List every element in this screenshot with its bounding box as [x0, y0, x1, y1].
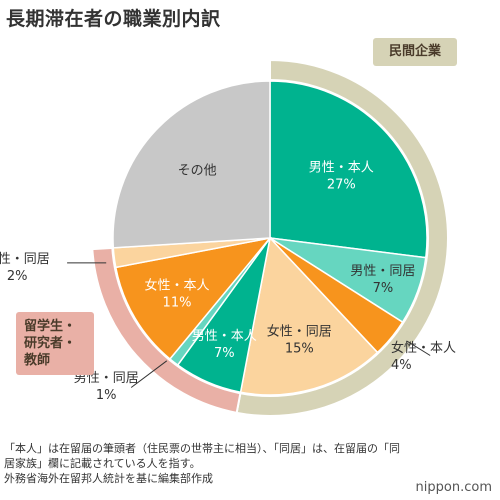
leader-lines	[67, 262, 431, 388]
callout-study-research-teach: 留学生・ 研究者・ 教師	[16, 312, 94, 375]
leader-line-3	[406, 340, 431, 356]
footnote-line-1: 「本人」は在留届の筆頭者（住民票の世帯主に相当）、「同居」は、在留届の「同	[4, 442, 400, 455]
callout-private-sector: 民間企業	[373, 38, 457, 66]
callout-study-line-2: 研究者・	[24, 336, 77, 351]
pie-slice-1	[269, 80, 428, 259]
pie-slice-7	[114, 236, 272, 361]
slice-label-2-name: 男性・同居	[350, 264, 415, 279]
slice-label-3-name: 女性・本人	[391, 340, 456, 356]
slice-label-3-percent: 4%	[391, 358, 412, 373]
slice-label-9-name: その他	[178, 164, 217, 179]
pie-slice-4	[239, 236, 379, 396]
slice-label-4-percent: 15%	[285, 341, 314, 356]
slice-label-5-name: 男性・本人	[192, 329, 257, 344]
slice-label-8-name: 女性・同居	[0, 251, 50, 267]
footnote: 「本人」は在留届の筆頭者（住民票の世帯主に相当）、「同居」は、在留届の「同 居家…	[4, 441, 444, 486]
slice-label-1-name: 男性・本人	[309, 161, 374, 176]
callout-study-line-3: 教師	[24, 353, 51, 368]
slice-label-6-percent: 1%	[96, 388, 117, 403]
slice-labels: 男性・本人27%男性・同居7%女性・本人4%女性・同居15%男性・本人7%男性・…	[0, 161, 456, 404]
slice-label-1-percent: 27%	[327, 178, 356, 193]
pie-slices	[112, 80, 428, 396]
slice-label-2-percent: 7%	[373, 281, 394, 296]
leader-line-6	[130, 360, 168, 388]
slice-label-7-name: 女性・本人	[144, 278, 209, 294]
slice-label-4-name: 女性・同居	[267, 323, 332, 339]
chart-title: 長期滞在者の職業別内訳	[6, 8, 221, 30]
brand-logo: nippon.com	[415, 480, 492, 495]
callout-study-line-1: 留学生・	[24, 319, 77, 334]
pie-slice-9	[112, 80, 271, 249]
slice-label-7-percent: 11%	[163, 296, 192, 311]
slice-label-5-percent: 7%	[214, 346, 235, 361]
slice-label-8-percent: 2%	[7, 269, 28, 284]
footnote-line-2: 居家族」欄に記載されている人を指す。	[4, 457, 201, 470]
footnote-line-3: 外務省海外在留邦人統計を基に編集部作成	[4, 472, 213, 485]
